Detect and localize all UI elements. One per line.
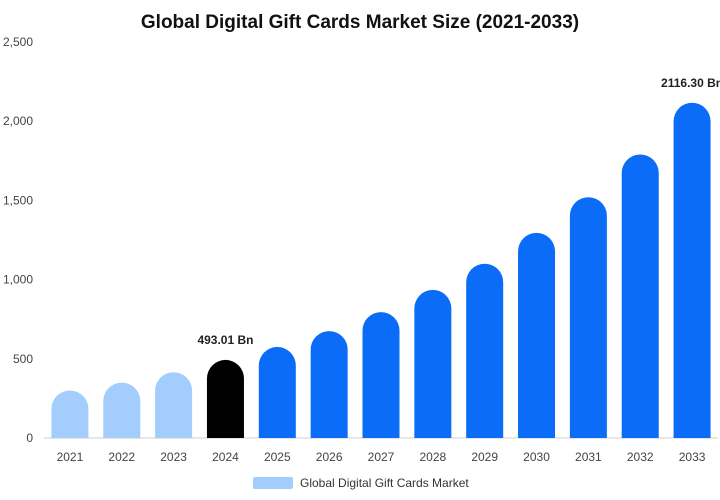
bar-2023[interactable] [155, 372, 193, 438]
bar-2025[interactable] [258, 346, 296, 438]
legend[interactable]: Global Digital Gift Cards Market [253, 476, 469, 490]
bar-2027[interactable] [362, 312, 400, 438]
bar-2024[interactable] [206, 359, 244, 438]
y-tick-label: 1,500 [3, 193, 33, 207]
x-tick-label: 2028 [419, 450, 446, 464]
x-axis: 2021 2022 2023 2024 2025 2026 2027 2028 2029 2030… [57, 450, 706, 464]
bar-2030[interactable] [518, 232, 556, 438]
x-tick-label: 2022 [108, 450, 135, 464]
y-axis: 0 500 1,000 1,500 2,000 2,500 [3, 35, 33, 445]
x-tick-label: 2033 [679, 450, 706, 464]
data-label: 493.01 Bn [197, 333, 253, 347]
y-tick-label: 500 [13, 352, 33, 366]
y-tick-label: 2,000 [3, 114, 33, 128]
y-tick-label: 1,000 [3, 273, 33, 287]
bar-2031[interactable] [569, 197, 607, 438]
legend-label[interactable]: Global Digital Gift Cards Market [300, 476, 469, 490]
bar-2029[interactable] [466, 263, 504, 438]
data-label: 2116.30 Bn [661, 76, 720, 90]
x-tick-label: 2027 [368, 450, 395, 464]
chart-title: Global Digital Gift Cards Market Size (2… [141, 12, 579, 33]
legend-swatch[interactable] [253, 477, 293, 489]
x-tick-label: 2024 [212, 450, 239, 464]
bar-2021[interactable] [51, 390, 89, 438]
y-tick-label: 2,500 [3, 35, 33, 49]
x-tick-label: 2026 [316, 450, 343, 464]
bar-2033[interactable] [673, 102, 711, 439]
bar-2028[interactable] [414, 289, 452, 438]
x-tick-label: 2023 [160, 450, 187, 464]
bar-2026[interactable] [310, 331, 348, 438]
bar-2032[interactable] [621, 154, 659, 438]
x-tick-label: 2025 [264, 450, 291, 464]
data-labels-group: 493.01 Bn 2116.30 Bn [197, 76, 720, 347]
x-tick-label: 2021 [57, 450, 84, 464]
x-tick-label: 2031 [575, 450, 602, 464]
x-tick-label: 2030 [523, 450, 550, 464]
y-tick-label: 0 [26, 431, 33, 445]
x-tick-label: 2029 [471, 450, 498, 464]
x-tick-label: 2032 [627, 450, 654, 464]
bar-2022[interactable] [103, 382, 141, 438]
bars-group [51, 102, 711, 439]
